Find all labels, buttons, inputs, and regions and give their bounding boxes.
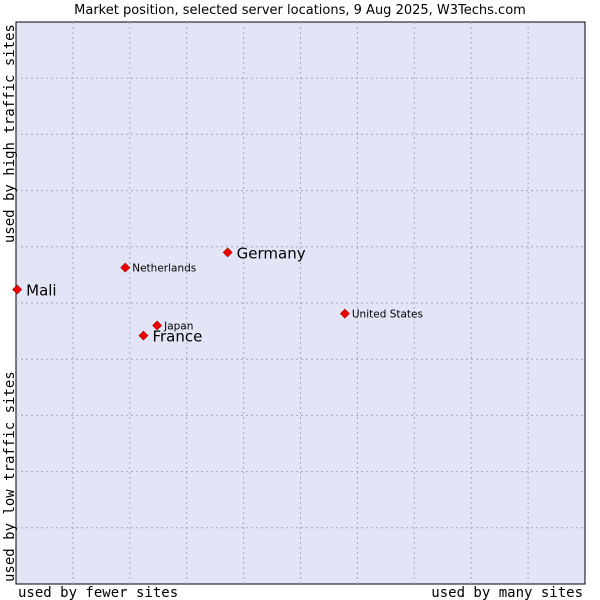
data-point-mali: Mali [12, 282, 57, 300]
y-axis-label-top: used by high traffic sites [2, 24, 18, 243]
point-label: United States [352, 309, 423, 321]
point-marker [339, 308, 350, 319]
data-point-france: France [138, 328, 202, 346]
point-marker [138, 330, 149, 341]
grid-lines [16, 22, 585, 584]
point-label: Japan [163, 320, 193, 332]
point-label: France [152, 328, 202, 346]
point-label: Netherlands [132, 263, 196, 275]
point-marker [120, 262, 131, 273]
data-point-germany: Germany [222, 244, 306, 262]
data-point-japan: Japan [152, 320, 193, 332]
point-label: Mali [26, 282, 56, 300]
point-marker [222, 247, 233, 258]
x-axis-label-right: used by many sites [431, 585, 583, 600]
chart-title: Market position, selected server locatio… [74, 3, 526, 18]
data-point-netherlands: Netherlands [120, 262, 196, 275]
y-axis-label-bottom: used by low traffic sites [2, 371, 18, 582]
point-marker [12, 284, 23, 295]
point-label: Germany [237, 244, 306, 262]
x-axis-label-left: used by fewer sites [18, 585, 178, 600]
point-marker [152, 320, 163, 331]
data-point-united-states: United States [339, 308, 423, 321]
